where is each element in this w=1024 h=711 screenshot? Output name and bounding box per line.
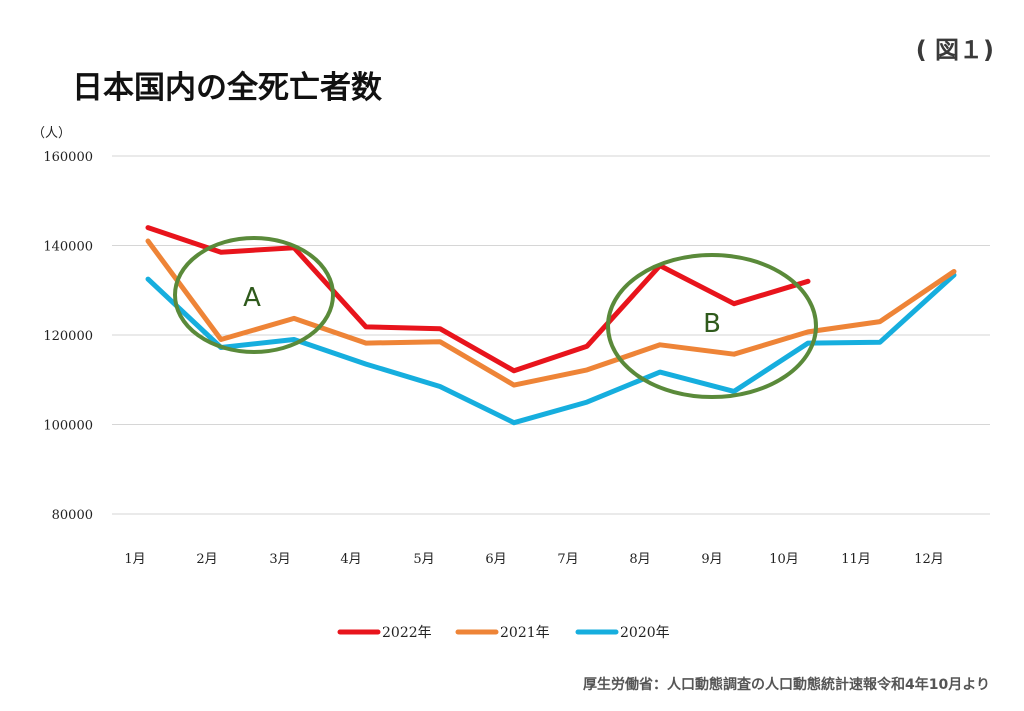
- y-axis-ticks: 80000 100000 120000 140000 160000: [43, 150, 93, 523]
- series-line-2022年: [145, 225, 811, 374]
- source-note: 厚生労働省：人口動態調査の人口動態統計速報令和4年10月より: [583, 677, 990, 693]
- x-tick-label: 4月: [340, 552, 361, 567]
- figure-label: ( 図１): [915, 36, 994, 64]
- x-tick-label: 8月: [629, 552, 650, 567]
- x-tick-label: 2月: [196, 552, 217, 567]
- x-tick-label: 11月: [841, 552, 871, 567]
- x-tick-label: 1月: [124, 552, 145, 567]
- series-line-2020年: [145, 272, 957, 426]
- y-tick-label: 120000: [43, 329, 93, 344]
- x-tick-label: 3月: [269, 552, 290, 567]
- grid-lines: [112, 155, 990, 515]
- annotation-label-b: B: [703, 309, 721, 339]
- y-tick-label: 160000: [43, 150, 93, 165]
- legend: 2022年 2021年 2020年: [337, 625, 670, 641]
- annotation-ellipse-a: [173, 236, 335, 354]
- x-tick-label: 6月: [485, 552, 506, 567]
- x-axis-ticks: 1月 2月 3月 4月 5月 6月 7月 8月 9月 10月 11月 12月: [124, 552, 943, 567]
- series-lines: [145, 225, 957, 426]
- legend-label: 2020年: [620, 625, 670, 641]
- y-tick-label: 100000: [43, 419, 93, 434]
- series-line-2021年: [145, 238, 957, 388]
- legend-label: 2021年: [500, 625, 550, 641]
- y-axis-unit-label: （人）: [32, 126, 71, 141]
- x-tick-label: 12月: [914, 552, 944, 567]
- chart-title: 日本国内の全死亡者数: [72, 70, 382, 106]
- x-tick-label: 10月: [769, 552, 799, 567]
- x-tick-label: 7月: [557, 552, 578, 567]
- annotation-ellipse-b: [606, 253, 818, 399]
- y-tick-label: 80000: [52, 508, 93, 523]
- legend-label: 2022年: [382, 625, 432, 641]
- x-tick-label: 9月: [701, 552, 722, 567]
- annotations: AB: [173, 236, 818, 399]
- annotation-label-a: A: [243, 283, 261, 313]
- x-tick-label: 5月: [413, 552, 434, 567]
- y-tick-label: 140000: [43, 240, 93, 255]
